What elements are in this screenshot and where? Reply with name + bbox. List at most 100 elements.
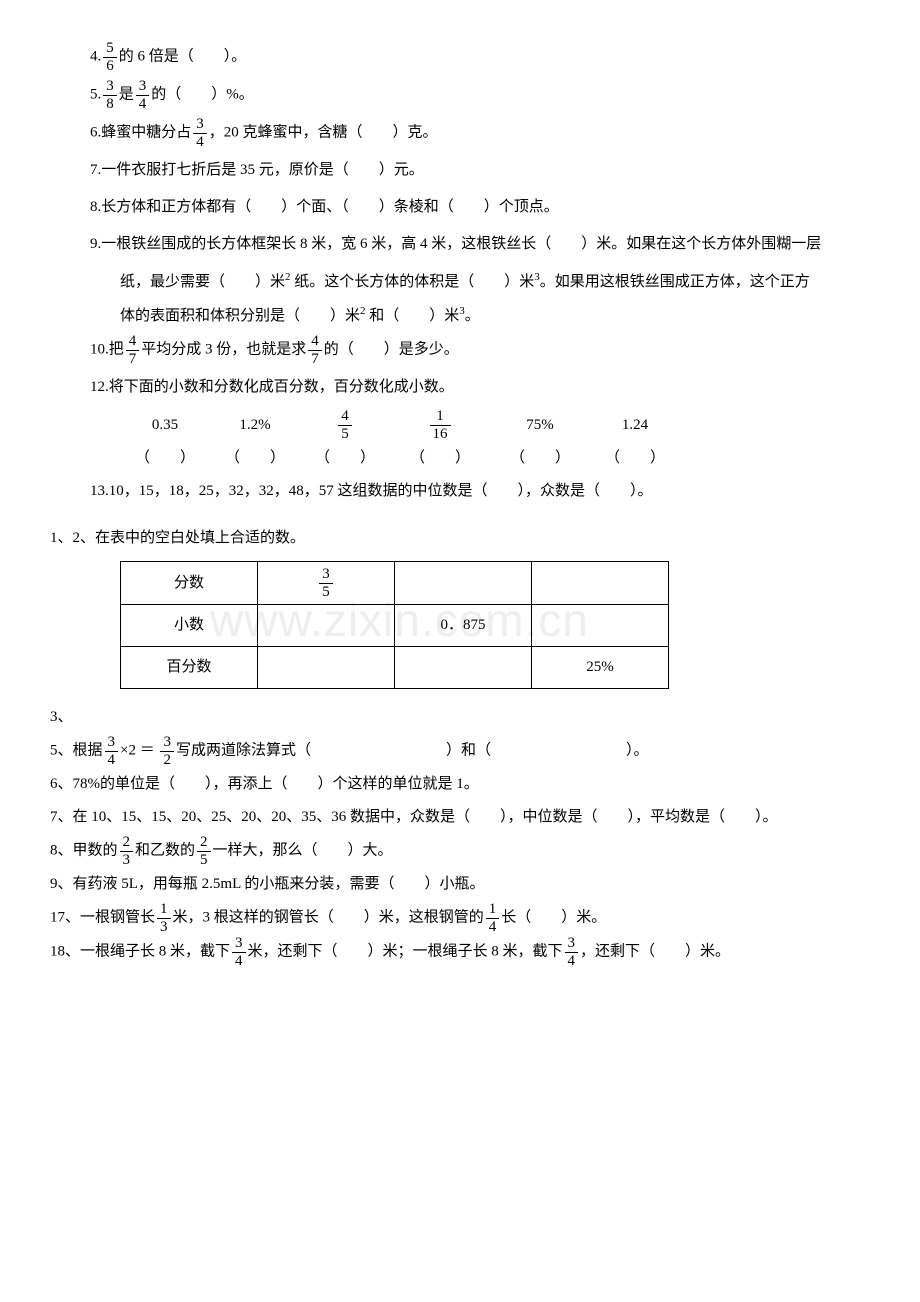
fraction: 47 xyxy=(308,333,322,367)
question-6b: 6、78%的单位是（ ），再添上（ ）个这样的单位就是 1。 xyxy=(50,768,870,801)
question-18: 18、一根绳子长 8 米，截下34米，还剩下（ ）米；一根绳子长 8 米，截下3… xyxy=(50,935,870,969)
cell xyxy=(395,647,532,689)
cell: 35 xyxy=(258,562,395,605)
denominator: 8 xyxy=(103,96,117,113)
q4-prefix: 4. xyxy=(90,48,101,64)
denominator: 4 xyxy=(486,919,500,936)
text: 米，3 根这样的钢管长（ ）米，这根钢管的 xyxy=(173,909,484,925)
numerator: 4 xyxy=(126,333,140,351)
question-8: 8.长方体和正方体都有（ ）个面、（ ）条棱和（ ）个顶点。 xyxy=(50,191,870,224)
fraction: 14 xyxy=(486,901,500,935)
conversion-table: 分数 35 小数 0．875 百分数 25% xyxy=(120,561,669,689)
denominator: 7 xyxy=(308,351,322,368)
text: 一样大，那么（ ）大。 xyxy=(213,842,393,858)
question-10: 10.把47平均分成 3 份，也就是求47的（ ）是多少。 xyxy=(50,333,870,367)
text: 体的表面积和体积分别是（ ）米 xyxy=(120,308,360,324)
denominator: 7 xyxy=(126,351,140,368)
q6-tail: ，20 克蜂蜜中，含糖（ ）克。 xyxy=(209,124,438,140)
val: 0.35 xyxy=(120,409,210,442)
blank: （ ） xyxy=(300,442,390,475)
table-row: 小数 0．875 xyxy=(121,605,669,647)
text: 10.把 xyxy=(90,341,124,357)
val: 75% xyxy=(490,409,590,442)
fraction: 34 xyxy=(105,734,119,768)
cell xyxy=(258,647,395,689)
question-5: 5.38是34的（ ）%。 xyxy=(50,78,870,112)
denominator: 16 xyxy=(430,426,451,443)
question-12-blanks: （ ） （ ） （ ） （ ） （ ） （ ） xyxy=(50,442,870,475)
fraction: 116 xyxy=(430,408,451,442)
fraction: 34 xyxy=(565,935,579,969)
q4-tail: 的 6 倍是（ ）。 xyxy=(119,48,247,64)
numerator: 2 xyxy=(197,834,211,852)
text: 米，还剩下（ ）米；一根绳子长 8 米，截下 xyxy=(248,943,563,959)
fraction: 23 xyxy=(120,834,134,868)
text: 17、一根钢管长 xyxy=(50,909,155,925)
text: 长（ ）米。 xyxy=(501,909,606,925)
question-8b: 8、甲数的23和乙数的25一样大，那么（ ）大。 xyxy=(50,834,870,868)
fraction: 34 xyxy=(136,78,150,112)
q5-mid: 是 xyxy=(119,86,134,102)
table-row: 百分数 25% xyxy=(121,647,669,689)
fraction: 25 xyxy=(197,834,211,868)
question-9c: 体的表面积和体积分别是（ ）米2 和（ ）米3。 xyxy=(50,299,870,333)
text: ，还剩下（ ）米。 xyxy=(580,943,730,959)
cell: 0．875 xyxy=(395,605,532,647)
question-12-title: 12.将下面的小数和分数化成百分数，百分数化成小数。 xyxy=(50,371,870,404)
q5-prefix: 5. xyxy=(90,86,101,102)
val: 1.24 xyxy=(590,409,680,442)
q6-prefix: 6.蜂蜜中糖分占 xyxy=(90,124,191,140)
numerator: 3 xyxy=(232,935,246,953)
numerator: 3 xyxy=(105,734,119,752)
text: ×2 ＝ xyxy=(120,742,158,758)
blank: （ ） xyxy=(490,442,590,475)
fraction: 13 xyxy=(157,901,171,935)
cell xyxy=(395,562,532,605)
question-6: 6.蜂蜜中糖分占34，20 克蜂蜜中，含糖（ ）克。 xyxy=(50,116,870,150)
val: 1.2% xyxy=(210,409,300,442)
numerator: 3 xyxy=(160,734,174,752)
question-9a: 9.一根铁丝围成的长方体框架长 8 米，宽 6 米，高 4 米，这根铁丝长（ ）… xyxy=(50,228,870,261)
cell xyxy=(532,605,669,647)
fraction: 34 xyxy=(193,116,207,150)
text: 。如果用这根铁丝围成正方体，这个正方 xyxy=(540,274,810,290)
denominator: 4 xyxy=(136,96,150,113)
denominator: 4 xyxy=(232,953,246,970)
blank: （ ） xyxy=(590,442,680,475)
numerator: 4 xyxy=(338,408,352,426)
question-9b2: 9、有药液 5L，用每瓶 2.5mL 的小瓶来分装，需要（ ）小瓶。 xyxy=(50,868,870,901)
numerator: 2 xyxy=(120,834,134,852)
text: 平均分成 3 份，也就是求 xyxy=(141,341,306,357)
denominator: 5 xyxy=(338,426,352,443)
q5-tail: 的（ ）%。 xyxy=(151,86,254,102)
numerator: 3 xyxy=(193,116,207,134)
denominator: 5 xyxy=(319,584,333,601)
question-17: 17、一根钢管长13米，3 根这样的钢管长（ ）米，这根钢管的14长（ ）米。 xyxy=(50,901,870,935)
denominator: 4 xyxy=(105,752,119,769)
table-row: 分数 35 xyxy=(121,562,669,605)
text: 和乙数的 xyxy=(135,842,195,858)
numerator: 1 xyxy=(157,901,171,919)
fraction: 56 xyxy=(103,40,117,74)
numerator: 5 xyxy=(103,40,117,58)
val: 45 xyxy=(300,408,390,442)
cell xyxy=(258,605,395,647)
question-9b: 纸，最少需要（ ）米2 纸。这个长方体的体积是（ ）米3。如果用这根铁丝围成正方… xyxy=(50,265,870,299)
question-4: 4.56的 6 倍是（ ）。 xyxy=(50,40,870,74)
numerator: 1 xyxy=(430,408,451,426)
denominator: 3 xyxy=(157,919,171,936)
fraction: 47 xyxy=(126,333,140,367)
numerator: 4 xyxy=(308,333,322,351)
fraction: 38 xyxy=(103,78,117,112)
text: 写成两道除法算式（ ）和（ ）。 xyxy=(176,742,649,758)
question-13: 13.10，15，18，25，32，32，48，57 这组数据的中位数是（ ），… xyxy=(50,475,870,508)
text: 的（ ）是多少。 xyxy=(324,341,459,357)
text: 5、根据 xyxy=(50,742,103,758)
text: 8、甲数的 xyxy=(50,842,118,858)
denominator: 3 xyxy=(120,852,134,869)
section-1-2: 1、2、在表中的空白处填上合适的数。 xyxy=(50,522,870,555)
numerator: 3 xyxy=(103,78,117,96)
fraction: 45 xyxy=(338,408,352,442)
val: 116 xyxy=(390,408,490,442)
blank: （ ） xyxy=(120,442,210,475)
